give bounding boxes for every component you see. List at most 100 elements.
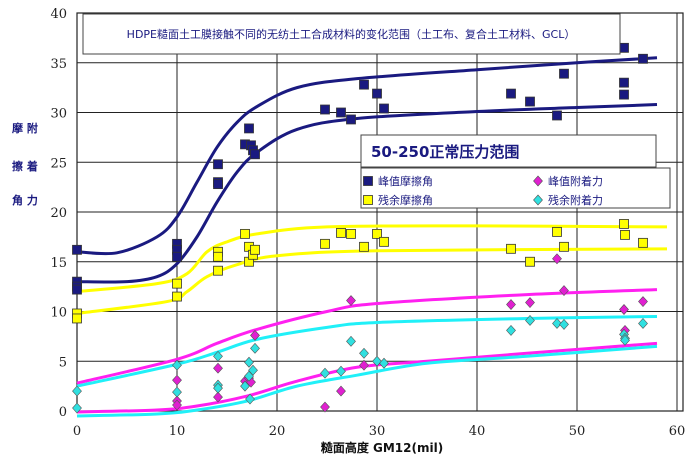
legend-label: 残余附着力 xyxy=(548,193,603,207)
data-point xyxy=(359,241,369,252)
x-tick-label: 40 xyxy=(469,424,486,439)
data-point xyxy=(72,244,82,255)
data-point xyxy=(552,110,562,121)
data-point xyxy=(213,382,223,394)
data-point xyxy=(346,228,356,239)
data-point xyxy=(359,79,369,90)
data-point xyxy=(559,68,569,79)
y-tick-label: 10 xyxy=(50,306,67,321)
data-point xyxy=(320,104,330,115)
data-point xyxy=(213,350,223,362)
data-point xyxy=(172,374,182,386)
legend-label: 峰值附着力 xyxy=(548,174,603,188)
data-point xyxy=(213,362,223,374)
data-point xyxy=(379,103,389,114)
data-point xyxy=(619,304,629,315)
legend-label: 峰值摩擦角 xyxy=(378,174,433,188)
data-point xyxy=(72,284,82,295)
data-point xyxy=(172,359,182,371)
pressure-range-annotation: 50-250正常压力范围 xyxy=(371,143,519,161)
tick-labels: 0 10 20 30 40 50 60 0 5 10 15 20 25 30 35 40 xyxy=(50,7,685,439)
data-point xyxy=(506,243,516,254)
y-label-row-1: 摩 附 xyxy=(12,121,38,135)
data-point xyxy=(213,159,223,170)
y-tick-label: 5 xyxy=(59,355,67,370)
data-point xyxy=(336,385,346,397)
data-point xyxy=(336,227,346,238)
data-point xyxy=(506,299,516,310)
data-point xyxy=(213,265,223,276)
x-tick-label: 30 xyxy=(369,424,386,439)
y-tick-label: 40 xyxy=(50,7,67,22)
data-point xyxy=(525,297,535,308)
data-point xyxy=(172,251,182,262)
data-point xyxy=(559,285,569,297)
data-point xyxy=(552,253,562,265)
data-point xyxy=(336,107,346,118)
bound-curve xyxy=(76,288,658,385)
data-points xyxy=(72,42,648,414)
y-tick-label: 25 xyxy=(50,156,67,171)
data-point xyxy=(525,96,535,107)
x-tick-label: 10 xyxy=(169,424,186,439)
data-point xyxy=(372,355,382,367)
data-point xyxy=(619,89,629,100)
bound-curve xyxy=(76,344,658,418)
y-tick-label: 0 xyxy=(59,405,67,420)
legend-label: 残余摩擦角 xyxy=(378,193,433,207)
data-point xyxy=(552,317,562,329)
x-tick-label: 60 xyxy=(669,424,686,439)
data-point xyxy=(248,364,258,376)
data-point xyxy=(240,380,250,392)
data-point xyxy=(244,123,254,134)
bound-curve xyxy=(76,341,658,414)
data-point xyxy=(619,219,629,229)
data-point xyxy=(638,317,648,329)
y-tick-label: 30 xyxy=(50,107,67,122)
chart-title: HDPE糙面土工膜接触不同的无纺土工合成材料的变化范围（土工布、复合土工材料、G… xyxy=(127,27,576,41)
data-point xyxy=(245,393,255,405)
data-point xyxy=(72,385,82,397)
data-point xyxy=(552,226,562,237)
y-label-row-3: 角 力 xyxy=(12,193,38,207)
x-axis-label: 糙面高度 GM12(mil) xyxy=(321,440,443,455)
data-point xyxy=(559,318,569,330)
bound-curve xyxy=(76,56,658,256)
y-tick-label: 15 xyxy=(50,256,67,271)
data-point xyxy=(359,359,369,371)
data-point xyxy=(244,356,254,368)
data-point xyxy=(620,229,630,240)
data-point xyxy=(620,334,630,346)
data-point xyxy=(72,402,82,414)
data-point xyxy=(506,88,516,99)
legend-marker xyxy=(363,176,373,186)
data-point xyxy=(250,149,260,160)
data-point xyxy=(320,367,330,379)
data-point xyxy=(379,357,389,369)
data-point xyxy=(638,296,648,307)
data-point xyxy=(638,53,648,64)
x-tick-label: 0 xyxy=(73,424,81,439)
data-point xyxy=(250,329,260,341)
data-point xyxy=(619,77,629,88)
data-point xyxy=(372,88,382,99)
y-label-row-2: 擦 着 xyxy=(12,159,38,173)
y-tick-label: 20 xyxy=(50,206,67,221)
data-point xyxy=(240,228,250,239)
data-point xyxy=(172,291,182,302)
data-point xyxy=(213,251,223,262)
data-point xyxy=(336,365,346,377)
data-point xyxy=(72,313,82,324)
x-tick-label: 20 xyxy=(269,424,286,439)
y-tick-label: 35 xyxy=(50,57,67,72)
data-point xyxy=(638,237,648,248)
data-point xyxy=(213,391,223,403)
data-point xyxy=(559,241,569,252)
data-point xyxy=(172,399,182,411)
legend-marker xyxy=(363,195,373,205)
x-tick-label: 50 xyxy=(569,424,586,439)
data-point xyxy=(172,386,182,398)
data-point xyxy=(250,342,260,354)
annotation-box: 50-250正常压力范围 xyxy=(360,134,657,168)
